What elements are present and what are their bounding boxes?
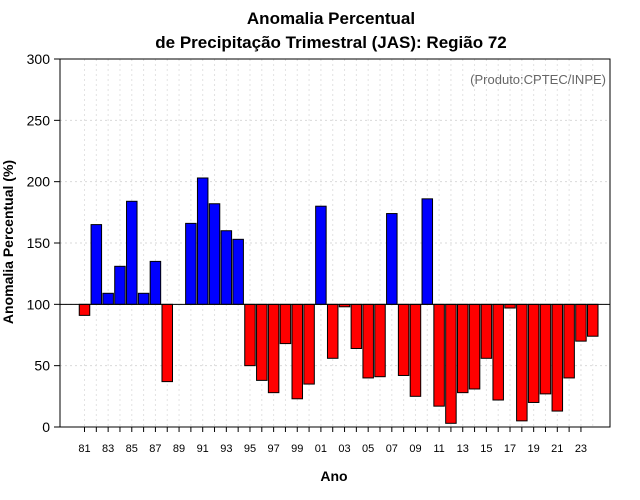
x-tick-label: 09	[409, 443, 421, 455]
y-tick-label: 50	[34, 358, 50, 374]
bar	[480, 303, 493, 359]
bar	[386, 213, 398, 305]
x-tick-label: 87	[149, 443, 161, 455]
grid	[60, 58, 610, 428]
bars	[78, 177, 599, 424]
x-tick-label: 03	[338, 443, 350, 455]
bar	[350, 303, 363, 349]
bar	[90, 224, 103, 305]
bar	[362, 303, 374, 379]
x-tick-label: 01	[315, 443, 327, 455]
x-tick-label: 89	[173, 443, 185, 455]
bar	[78, 303, 91, 316]
x-tick-label: 15	[480, 443, 492, 455]
bar	[149, 260, 162, 305]
x-tick-label: 83	[102, 443, 114, 455]
credit-text: (Produto:CPTEC/INPE)	[470, 72, 606, 87]
x-tick-label: 81	[78, 443, 90, 455]
bar	[196, 177, 209, 305]
x-tick-label: 95	[244, 443, 256, 455]
bar	[587, 303, 599, 337]
bar	[267, 303, 280, 394]
x-axis: 81 83 85 87 89 91 93 95 97 99 01 03 05 07 09 11 13 15 17 19…	[78, 427, 587, 455]
bar	[315, 205, 327, 305]
x-tick-label: 91	[197, 443, 209, 455]
bar	[244, 303, 256, 367]
bar	[468, 303, 481, 390]
bar	[551, 303, 564, 412]
y-tick-label: 200	[27, 174, 51, 190]
bar	[575, 303, 587, 342]
bar	[445, 303, 457, 424]
bar	[102, 292, 114, 305]
y-tick-label: 150	[27, 235, 51, 251]
bar	[256, 303, 268, 381]
bar	[232, 238, 244, 305]
x-tick-label: 93	[220, 443, 232, 455]
x-tick-label: 05	[362, 443, 374, 455]
chart-subtitle: de Precipitação Trimestral (JAS): Região…	[155, 33, 506, 52]
bar	[208, 203, 221, 305]
x-tick-label: 13	[457, 443, 469, 455]
bar	[516, 303, 528, 422]
y-tick-label: 0	[42, 419, 50, 435]
bar	[456, 303, 469, 394]
x-tick-label: 07	[386, 443, 398, 455]
bar	[291, 303, 304, 400]
bar	[421, 198, 434, 305]
y-axis: 0 50 100 150 200 250 300	[27, 51, 60, 435]
bar	[279, 303, 292, 345]
x-axis-title: Ano	[320, 468, 347, 484]
x-tick-label: 17	[504, 443, 516, 455]
x-tick-label: 85	[126, 443, 138, 455]
bar	[185, 222, 197, 305]
x-tick-label: 99	[291, 443, 303, 455]
y-tick-label: 100	[27, 296, 51, 312]
bar	[303, 303, 315, 385]
bar	[374, 303, 386, 378]
x-tick-label: 97	[267, 443, 279, 455]
bar	[433, 303, 445, 407]
x-tick-label: 11	[433, 443, 444, 455]
x-tick-label: 19	[528, 443, 540, 455]
bar	[539, 303, 552, 395]
bar	[527, 303, 540, 403]
bar	[220, 230, 233, 305]
chart-title: Anomalia Percentual	[247, 9, 415, 28]
bar	[326, 303, 339, 359]
bar	[126, 200, 138, 305]
y-tick-label: 250	[27, 112, 51, 128]
bar	[563, 303, 575, 379]
bar	[492, 303, 504, 401]
bar	[504, 303, 516, 309]
x-tick-label: 21	[551, 443, 563, 455]
bar	[397, 303, 410, 376]
x-tick-label: 23	[575, 443, 587, 455]
y-axis-title: Anomalia Percentual (%)	[0, 160, 16, 324]
bar	[137, 292, 150, 305]
y-tick-label: 300	[27, 51, 51, 67]
bar	[114, 265, 126, 305]
bar	[409, 303, 422, 397]
bar	[161, 303, 173, 383]
